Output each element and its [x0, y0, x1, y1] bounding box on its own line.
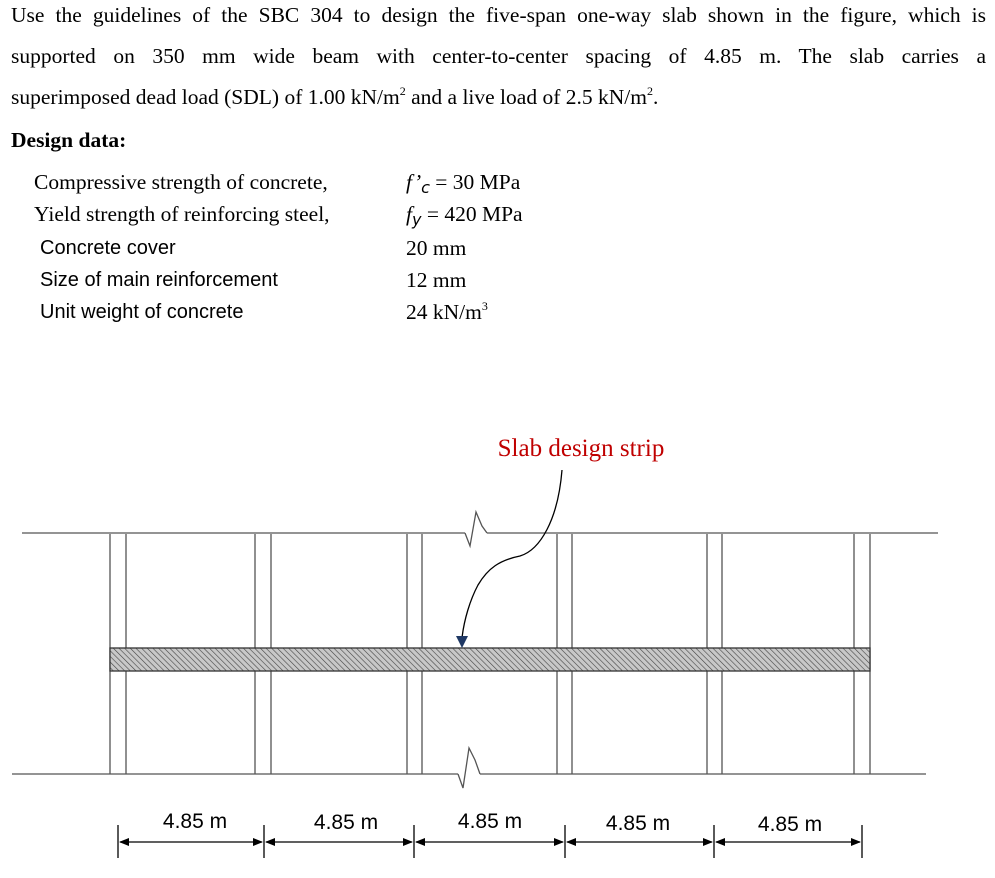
superscript: 2: [646, 84, 653, 98]
unit-weight-label: Unit weight of concrete: [40, 301, 244, 323]
design-data-heading: Design data:: [11, 128, 127, 152]
callout-label: Slab design strip: [498, 435, 665, 462]
span-label: 4.85 m: [163, 810, 227, 833]
fy-number: = 420 MPa: [421, 202, 523, 226]
unit-weight-number: 24 kN/m: [406, 300, 482, 324]
span-label: 4.85 m: [606, 812, 670, 835]
fy-label: Yield strength of reinforcing steel,: [34, 202, 330, 226]
cover-value: 20 mm: [406, 236, 467, 260]
slab-top-edge: [22, 509, 938, 549]
problem-line-2: supported on 350 mm wide beam with cente…: [11, 44, 986, 68]
bar-size-value: 12 mm: [406, 268, 467, 292]
unit-weight-value: 24 kN/m3: [406, 300, 488, 325]
fc-subscript: c: [421, 178, 430, 197]
bar-size-label: Size of main reinforcement: [40, 269, 278, 291]
problem-line-1: Use the guidelines of the SBC 304 to des…: [11, 3, 986, 27]
slab-plan-figure: Slab design strip 4.85 m 4.85 m 4.85 m 4…: [12, 435, 938, 858]
slab-bottom-edge: [12, 745, 926, 789]
span-label: 4.85 m: [458, 810, 522, 833]
superscript: 2: [399, 84, 406, 98]
dimension-labels: 4.85 m 4.85 m 4.85 m 4.85 m 4.85 m: [163, 810, 822, 836]
cover-label: Concrete cover: [40, 237, 176, 259]
dimension-lines: [117, 825, 863, 858]
fc-label: Compressive strength of concrete,: [34, 170, 328, 194]
callout-arrowhead: [456, 636, 468, 648]
fc-value: f’c = 30 MPa: [406, 170, 521, 197]
problem-line-3-text: and a live load of 2.5 kN/m: [405, 85, 647, 109]
problem-line-3-text: superimposed dead load (SDL) of 1.00 kN/…: [11, 85, 400, 109]
problem-line-3-text: .: [652, 85, 659, 109]
fy-symbol: f: [406, 202, 412, 226]
callout-leader: [461, 469, 563, 639]
fc-symbol: f’: [406, 170, 422, 194]
fc-number: = 30 MPa: [429, 170, 521, 194]
slab-design-strip: [109, 647, 871, 672]
superscript: 3: [481, 299, 488, 313]
span-label: 4.85 m: [758, 813, 822, 836]
fy-subscript: y: [411, 210, 422, 229]
fy-value: fy = 420 MPa: [406, 202, 523, 229]
span-label: 4.85 m: [314, 811, 378, 834]
problem-line-3: superimposed dead load (SDL) of 1.00 kN/…: [11, 84, 986, 109]
